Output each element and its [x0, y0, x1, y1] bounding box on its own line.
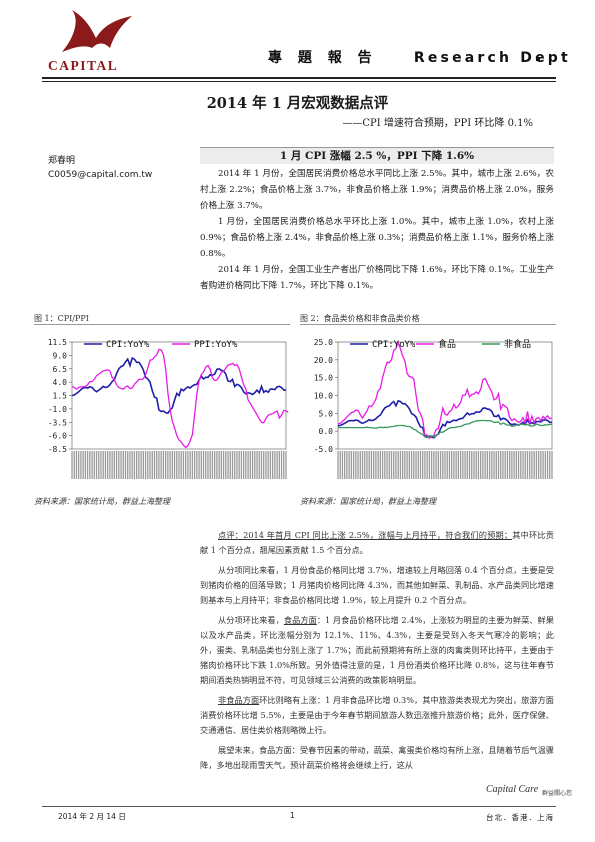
body-text: ：1 月食品价格环比增 2.4%，上涨较为明显的主要为鲜菜、鲜果以及水产品类，环… [200, 615, 554, 685]
y-tick-label: -8.5 [48, 445, 67, 454]
y-tick-label: -3.5 [48, 418, 67, 427]
header-dot [536, 57, 540, 61]
capital-logo [52, 8, 142, 58]
body-text: 展望未来，食品方面：受春节因素的带动，蔬菜、禽蛋类价格均有所上涨，且随着节后气温… [200, 745, 554, 770]
cpi-ppi-chart: 11.5 9.0 6.5 4.0 1.5 -1.0 -3.5 -6.0 -8.5 CPI:YoY%… [48, 338, 289, 479]
y-tick-label: -5.0 [314, 445, 333, 454]
legend-label: CPI:YoY% [372, 340, 416, 350]
commentary-paragraph: 非食品方面环比则略有上涨：1 月非食品环比增 0.3%，其中旅游类表现尤为突出，… [200, 693, 554, 738]
author-name: 郑春明 [48, 156, 76, 166]
footer-rule [42, 806, 556, 807]
footer-date: 2014 年 2 月 14 日 [58, 812, 126, 821]
figure-1-source: 资料来源：国家统计局，群益上海整理 [34, 497, 170, 506]
series-line-0 [337, 399, 552, 439]
series-line-1 [337, 340, 553, 440]
figure-2-rule [300, 324, 556, 325]
y-tick-label: 0.0 [319, 427, 334, 436]
underlined-text: 非食品方面 [218, 695, 260, 705]
y-tick-label: 15.0 [314, 374, 333, 383]
commentary-paragraph: 点评：2014 年首月 CPI 同比上涨 2.5%，涨幅与上月持平，符合我们的预… [200, 528, 554, 558]
commentary-paragraph: 从分项环比来看，食品方面：1 月食品价格环比增 2.4%，上涨较为明显的主要为鲜… [200, 613, 554, 688]
legend-label: PPI:YoY% [194, 340, 238, 350]
y-tick-label: -6.0 [48, 432, 67, 441]
capital-care-logo: Capital Care [486, 784, 539, 795]
y-tick-label: -1.0 [48, 405, 67, 414]
page-number: 1 [290, 811, 295, 820]
series-line-1 [71, 348, 289, 449]
commentary-paragraph: 展望未来，食品方面：受春节因素的带动，蔬菜、禽蛋类价格均有所上涨，且随着节后气温… [200, 743, 554, 773]
y-tick-label: 1.5 [53, 392, 68, 401]
plot-frame [337, 341, 553, 450]
figure-2-source: 资料来源：国家统计局，群益上海整理 [300, 497, 436, 506]
header-rule-thin [42, 81, 556, 82]
commentary-section: 点评：2014 年首月 CPI 同比上涨 2.5%，涨幅与上月持平，符合我们的预… [200, 528, 554, 778]
legend-label: CPI:YoY% [106, 340, 150, 350]
y-tick-label: 25.0 [314, 338, 333, 347]
series-line-2 [338, 419, 552, 439]
footer-cities: 台北．香港．上海 [486, 813, 554, 822]
y-tick-label: 4.0 [53, 378, 68, 387]
eagle-logo-icon [62, 10, 132, 52]
body-text: 环比则略有上涨：1 月非食品环比增 0.3%，其中旅游类表现尤为突出，旅游方面消… [200, 695, 554, 735]
food-nonfood-chart: 25.0 20.0 15.0 10.0 5.0 0.0 -5.0 CPI:YoY% 食品 非食品 [314, 338, 553, 479]
underlined-text: 点评：2014 年首月 CPI 同比上涨 2.5%，涨幅与上月持平，符合我们的预… [218, 530, 513, 540]
body-text: 从分项环比来看， [218, 615, 284, 625]
body-text: 其中环比贡献 1 个百分点，翘尾因素贡献 1.5 个百分点。 [200, 530, 554, 555]
y-tick-label: 20.0 [314, 356, 333, 365]
summary-paragraph-1: 2014 年 1 月份，全国居民消费价格总水平同比上涨 2.5%。其中，城市上涨… [200, 169, 554, 211]
y-tick-label: 6.5 [53, 365, 68, 374]
y-tick-label: 9.0 [53, 351, 68, 360]
report-type-en: Research Dept [413, 50, 571, 66]
y-tick-label: 10.0 [314, 392, 333, 401]
summary-paragraph-3: 2014 年 1 月份，全国工业生产者出厂价格同比下降 1.6%，环比下降 0.… [200, 265, 554, 291]
figure-1-caption: 图 1：CPI/PPI [34, 314, 89, 323]
capital-care-logo-cn: 群益關心您 [542, 790, 573, 797]
report-type-title: 專 題 報 告 Research Dept [268, 47, 571, 67]
brand-wordmark: CAPITAL [48, 58, 119, 73]
summary-paragraph-2: 1 月份，全国居民消费价格总水平环比上涨 1.0%。其中，城市上涨 1.0%，农… [200, 217, 554, 259]
body-text: 从分项同比来看，1 月份食品价格同比增 3.7%，增速较上月略回落 0.4 个百… [200, 565, 555, 605]
legend-label: 非食品 [504, 338, 531, 350]
y-tick-label: 5.0 [319, 409, 334, 418]
series-line-0 [71, 356, 286, 415]
underlined-text: 食品方面 [283, 615, 317, 625]
author-email[interactable]: C0059@capital.com.tw [48, 170, 153, 180]
document-title: 2014 年 1 月宏观数据点评 [206, 95, 389, 112]
header-rule-thick [42, 77, 556, 79]
y-tick-label: 11.5 [48, 338, 67, 347]
section-heading: 1 月 CPI 涨幅 2.5 %，PPI 下降 1.6% [200, 147, 554, 164]
commentary-paragraph: 从分项同比来看，1 月份食品价格同比增 3.7%，增速较上月略回落 0.4 个百… [200, 563, 554, 608]
figure-2-caption: 图 2：食品类价格和非食品类价格 [300, 314, 420, 323]
legend-label: 食品 [438, 338, 456, 350]
document-subtitle: ——CPI 增速符合预期，PPI 环比降 0.1% [342, 118, 533, 129]
report-type-cn: 專 題 報 告 [268, 50, 378, 66]
figure-1-rule [34, 324, 290, 325]
